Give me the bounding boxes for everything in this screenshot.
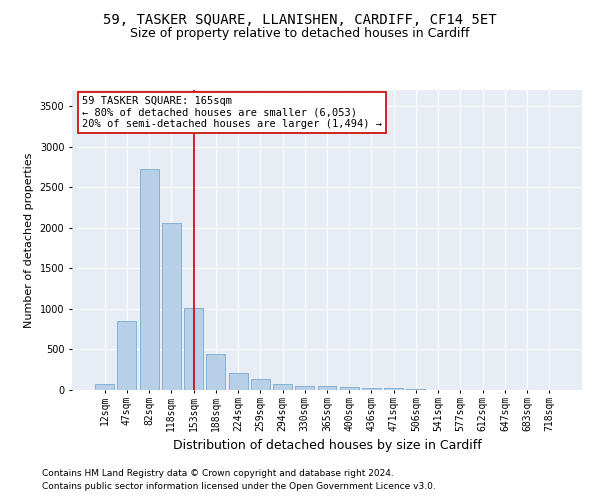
Text: 59 TASKER SQUARE: 165sqm
← 80% of detached houses are smaller (6,053)
20% of sem: 59 TASKER SQUARE: 165sqm ← 80% of detach… bbox=[82, 96, 382, 129]
Bar bbox=[362, 388, 381, 390]
Bar bbox=[295, 386, 314, 390]
Bar bbox=[384, 388, 403, 390]
Text: Contains HM Land Registry data © Crown copyright and database right 2024.: Contains HM Land Registry data © Crown c… bbox=[42, 468, 394, 477]
Bar bbox=[162, 223, 181, 390]
Text: 59, TASKER SQUARE, LLANISHEN, CARDIFF, CF14 5ET: 59, TASKER SQUARE, LLANISHEN, CARDIFF, C… bbox=[103, 12, 497, 26]
Bar bbox=[229, 372, 248, 390]
Bar bbox=[95, 384, 114, 390]
Bar bbox=[340, 387, 359, 390]
Text: Size of property relative to detached houses in Cardiff: Size of property relative to detached ho… bbox=[130, 28, 470, 40]
Bar bbox=[273, 384, 292, 390]
Bar bbox=[118, 321, 136, 390]
Bar bbox=[184, 308, 203, 390]
Text: Contains public sector information licensed under the Open Government Licence v3: Contains public sector information licen… bbox=[42, 482, 436, 491]
X-axis label: Distribution of detached houses by size in Cardiff: Distribution of detached houses by size … bbox=[173, 439, 481, 452]
Bar bbox=[140, 170, 158, 390]
Bar bbox=[317, 386, 337, 390]
Bar bbox=[206, 354, 225, 390]
Y-axis label: Number of detached properties: Number of detached properties bbox=[24, 152, 34, 328]
Bar bbox=[251, 380, 270, 390]
